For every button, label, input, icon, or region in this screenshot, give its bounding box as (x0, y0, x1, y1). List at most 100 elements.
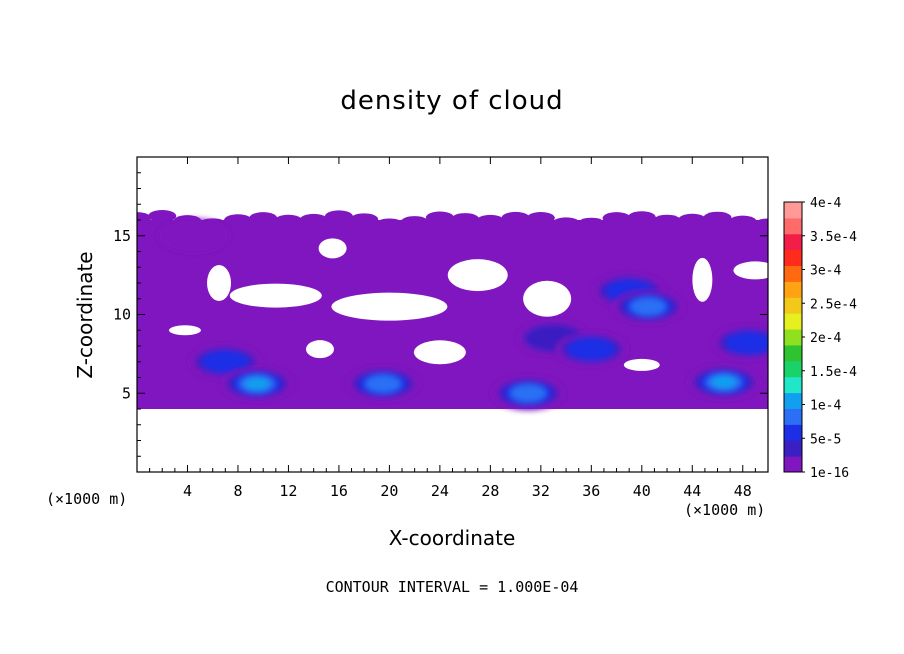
density-cell (157, 218, 230, 253)
y-tick-label: 5 (122, 384, 131, 402)
layer-edge-top (602, 212, 631, 225)
density-level-3 (630, 298, 667, 316)
y-tick-label: 10 (113, 306, 131, 324)
density-level-0 (157, 218, 230, 253)
x-axis: 4 8 12 16 20 24 28 32 36 40 44 48 (149, 157, 756, 500)
colorbar-label: 2e-4 (810, 331, 841, 346)
contour-field (137, 210, 768, 411)
colorbar-swatch (784, 249, 802, 267)
colorbar-label: 3e-4 (810, 264, 841, 279)
colorbar-swatch (784, 217, 802, 235)
clear-air-gap (413, 340, 466, 365)
layer-edge-top (678, 213, 707, 226)
density-cell (612, 289, 685, 324)
layer-edge-top (324, 210, 353, 223)
chart-title: density of cloud (340, 86, 564, 116)
colorbar-swatch (784, 360, 802, 378)
x-tick-label: 48 (734, 482, 752, 500)
density-level-4 (711, 376, 736, 389)
density-cell (220, 366, 293, 401)
y-tick-label: 15 (113, 227, 131, 245)
x-tick-label: 16 (330, 482, 348, 500)
colorbar: 1e-16 5e-5 1e-4 1.5e-4 2e-4 2.5e-4 3e-4 3.5e-4 4… (783, 196, 857, 481)
density-cell (347, 366, 420, 401)
density-level-2 (567, 337, 616, 361)
layer-edge-top (754, 218, 768, 231)
layer-edge-top (148, 210, 177, 223)
density-level-3 (510, 384, 547, 402)
clear-air-gap (318, 238, 347, 259)
layer-edge-top (425, 211, 454, 224)
x-tick-label: 8 (233, 482, 242, 500)
colorbar-swatch (784, 233, 802, 251)
colorbar-label: 4e-4 (810, 196, 841, 211)
x-tick-label: 32 (532, 482, 550, 500)
colorbar-swatch (784, 329, 802, 346)
x-tick-label: 28 (481, 482, 499, 500)
layer-edge-top (350, 213, 379, 226)
x-tick-label: 20 (380, 482, 398, 500)
colorbar-swatch (784, 440, 802, 457)
x-tick-label: 12 (279, 482, 297, 500)
clear-air-gap (305, 340, 334, 359)
colorbar-swatch (784, 424, 802, 441)
layer-edge-top (274, 214, 303, 227)
clear-air-gap (623, 358, 660, 371)
colorbar-swatch (784, 265, 802, 282)
colorbar-swatch (784, 392, 802, 409)
y-axis: 5 10 15 (113, 172, 768, 457)
x-unit-label: (×1000 m) (684, 501, 766, 519)
layer-edge-top (375, 218, 404, 231)
layer-edge-top (400, 216, 429, 229)
colorbar-swatch (784, 297, 802, 314)
clear-air-gap (733, 261, 768, 280)
density-level-2 (201, 350, 250, 374)
clear-air-gap (523, 280, 572, 317)
colorbar-swatch (784, 202, 802, 219)
x-tick-label: 40 (633, 482, 651, 500)
x-axis-label: X-coordinate (388, 526, 516, 550)
clear-air-gap (168, 325, 201, 336)
y-unit-label: (×1000 m) (46, 490, 128, 508)
colorbar-label: 1e-16 (810, 466, 849, 481)
x-tick-label: 44 (683, 482, 701, 500)
colorbar-swatch (784, 408, 802, 425)
layer-edge-top (299, 213, 328, 226)
x-tick-label: 24 (431, 482, 449, 500)
density-cell (492, 376, 565, 411)
layer-edge-top (476, 214, 505, 227)
colorbar-label: 2.5e-4 (810, 297, 857, 312)
density-level-3 (365, 375, 402, 393)
layer-edge-top (451, 213, 480, 226)
layer-edge-top (526, 211, 555, 224)
colorbar-label: 3.5e-4 (810, 230, 857, 245)
layer-edge-top (703, 211, 732, 224)
clear-air-gap (229, 283, 322, 308)
clear-air-gap (331, 292, 448, 321)
colorbar-swatch (784, 313, 802, 330)
clear-air-gap (447, 259, 508, 292)
density-cell (687, 365, 760, 400)
clear-air-gap (692, 257, 713, 302)
layer-edge-top (577, 217, 606, 230)
layer-edge-top (627, 211, 656, 224)
x-tick-label: 4 (183, 482, 192, 500)
y-axis-label: Z-coordinate (73, 251, 97, 379)
layer-edge-top (249, 212, 278, 225)
colorbar-swatch (784, 344, 802, 362)
layer-edge-top (728, 215, 757, 228)
density-cell (713, 325, 768, 360)
layer-edge-top (552, 217, 581, 230)
x-tick-label: 36 (582, 482, 600, 500)
colorbar-swatch (784, 281, 802, 298)
density-level-4 (244, 378, 269, 390)
colorbar-swatch (784, 456, 802, 473)
colorbar-label: 1e-4 (810, 399, 841, 414)
colorbar-label: 5e-5 (810, 432, 841, 447)
colorbar-label: 1.5e-4 (810, 365, 857, 380)
layer-edge-top (653, 214, 682, 227)
layer-edge-top (223, 214, 252, 227)
clear-air-gap (207, 265, 232, 301)
layer-edge-top (501, 211, 530, 224)
